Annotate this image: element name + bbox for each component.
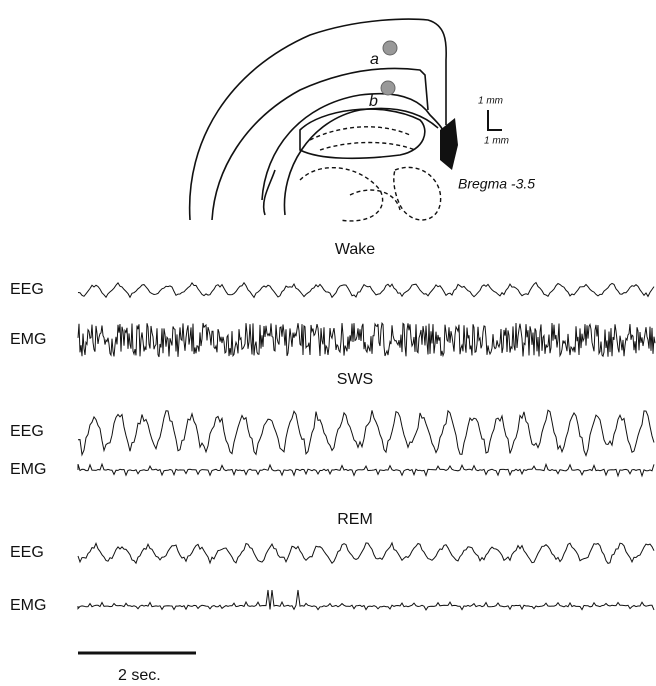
brain-diagram: a b 1 mm 1 mm Bregma -3.5 xyxy=(188,18,535,222)
dashed-structure xyxy=(299,167,384,222)
traces xyxy=(77,281,656,611)
scale-label: 1 mm xyxy=(484,136,509,147)
trace xyxy=(77,322,656,358)
trace xyxy=(77,409,655,457)
trace-label: EEG xyxy=(10,423,44,440)
site-a xyxy=(382,40,398,56)
trace-label: EEG xyxy=(10,281,44,298)
trace xyxy=(77,541,655,565)
trace-label: EMG xyxy=(10,461,46,478)
state-title: Wake xyxy=(335,241,375,258)
time-scale-label: 2 sec. xyxy=(118,667,161,684)
site-b xyxy=(380,80,396,96)
trace-label: EEG xyxy=(10,544,44,561)
scale-label: 1 mm xyxy=(478,96,503,107)
structure-line xyxy=(262,169,276,216)
ventricle xyxy=(440,118,458,170)
dashed-structure xyxy=(349,189,401,211)
state-title: SWS xyxy=(337,371,373,388)
dashed-structure xyxy=(309,126,411,141)
trace xyxy=(77,281,655,299)
brain-outline xyxy=(188,18,448,221)
trace xyxy=(77,462,655,478)
trace-label: EMG xyxy=(10,597,46,614)
trace xyxy=(77,589,655,611)
dashed-structure xyxy=(393,166,442,221)
hippocampus xyxy=(299,108,426,160)
dashed-structure xyxy=(319,141,416,151)
trace-label: EMG xyxy=(10,331,46,348)
site-label: b xyxy=(369,93,378,110)
structure-line xyxy=(283,107,439,216)
state-title: REM xyxy=(337,511,373,528)
site-label: a xyxy=(370,51,379,68)
scale-bar xyxy=(487,110,502,131)
cortex-line xyxy=(211,67,429,221)
coordinate-label: Bregma -3.5 xyxy=(458,176,535,192)
